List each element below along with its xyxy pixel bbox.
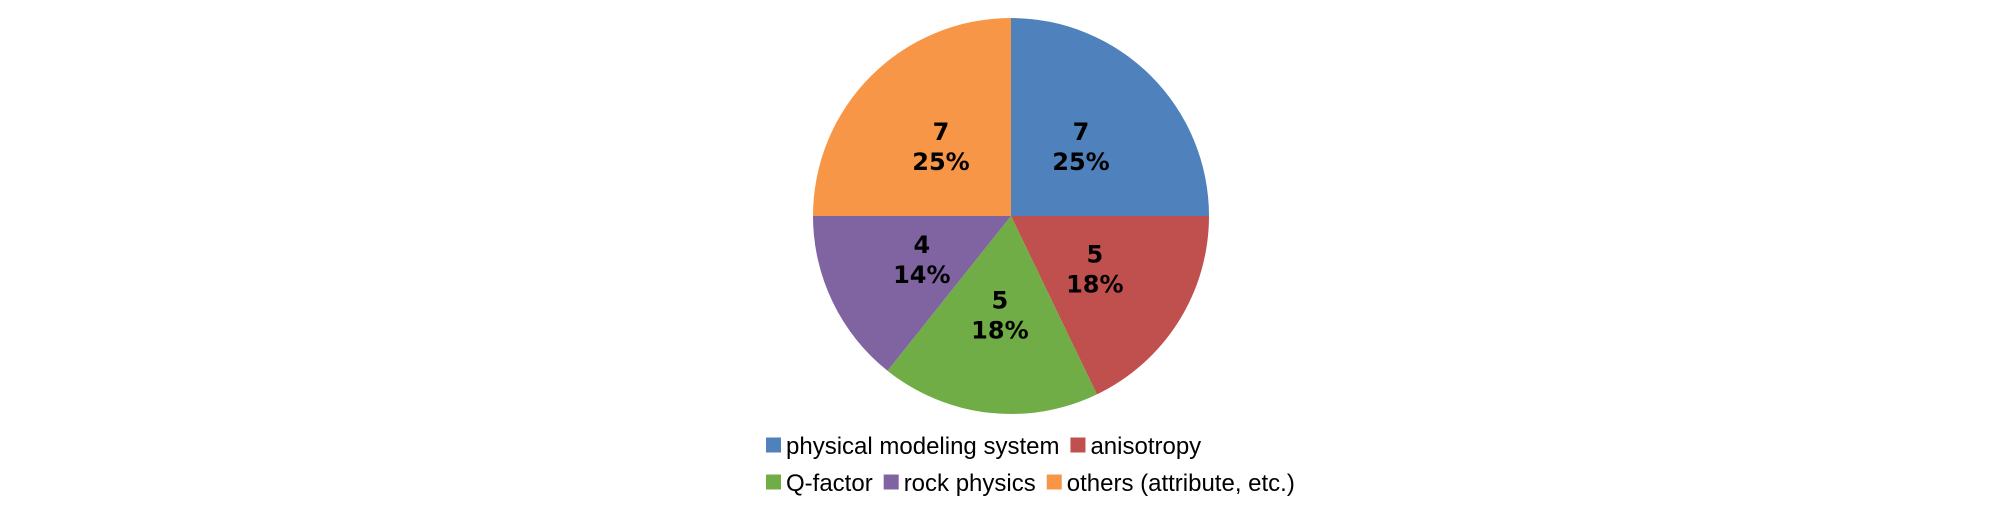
slice-value: 7 <box>933 118 950 146</box>
legend-swatch-others-attribute-etc <box>1046 474 1062 490</box>
legend-swatch-rock-physics <box>883 474 899 490</box>
legend-swatch-q-factor <box>766 474 781 490</box>
slice-value: 5 <box>1086 241 1103 269</box>
slice-label-q-factor: 5 18% <box>971 286 1028 344</box>
slice-labels: 7 25%5 18%5 18%4 14%7 25% <box>893 118 1123 344</box>
slice-label-physical-modeling-system: 7 25% <box>1052 118 1109 176</box>
legend-swatch-physical-modeling-system <box>766 437 781 453</box>
slice-percent: 25% <box>1052 148 1109 176</box>
pie-slice-others-attribute-etc <box>813 18 1011 216</box>
slice-value: 7 <box>1073 118 1090 146</box>
legend-swatch-anisotropy <box>1070 437 1086 453</box>
legend-label-others-attribute-etc: others (attribute, etc.) <box>1067 470 1295 497</box>
pie-slices <box>813 18 1209 414</box>
legend-label-rock-physics: rock physics <box>904 470 1036 497</box>
pie-slice-physical-modeling-system <box>1011 18 1209 216</box>
slice-label-others-attribute-etc: 7 25% <box>912 118 969 176</box>
legend-label-q-factor: Q-factor <box>786 470 873 497</box>
pie-slice-rock-physics <box>813 216 1011 371</box>
pie-slice-q-factor <box>887 216 1097 414</box>
slice-percent: 18% <box>1066 271 1123 299</box>
slice-percent: 25% <box>912 148 969 176</box>
legend-label-anisotropy: anisotropy <box>1090 433 1201 460</box>
slice-percent: 14% <box>893 261 950 289</box>
slice-value: 4 <box>913 231 930 259</box>
slice-percent: 18% <box>971 316 1028 344</box>
legend-label-physical-modeling-system: physical modeling system <box>786 433 1059 460</box>
legend: physical modeling system anisotropy Q-fact… <box>766 433 1295 497</box>
slice-label-anisotropy: 5 18% <box>1066 241 1123 299</box>
slice-value: 5 <box>992 286 1009 314</box>
slice-label-rock-physics: 4 14% <box>893 231 950 289</box>
pie-slice-anisotropy <box>1011 216 1209 395</box>
